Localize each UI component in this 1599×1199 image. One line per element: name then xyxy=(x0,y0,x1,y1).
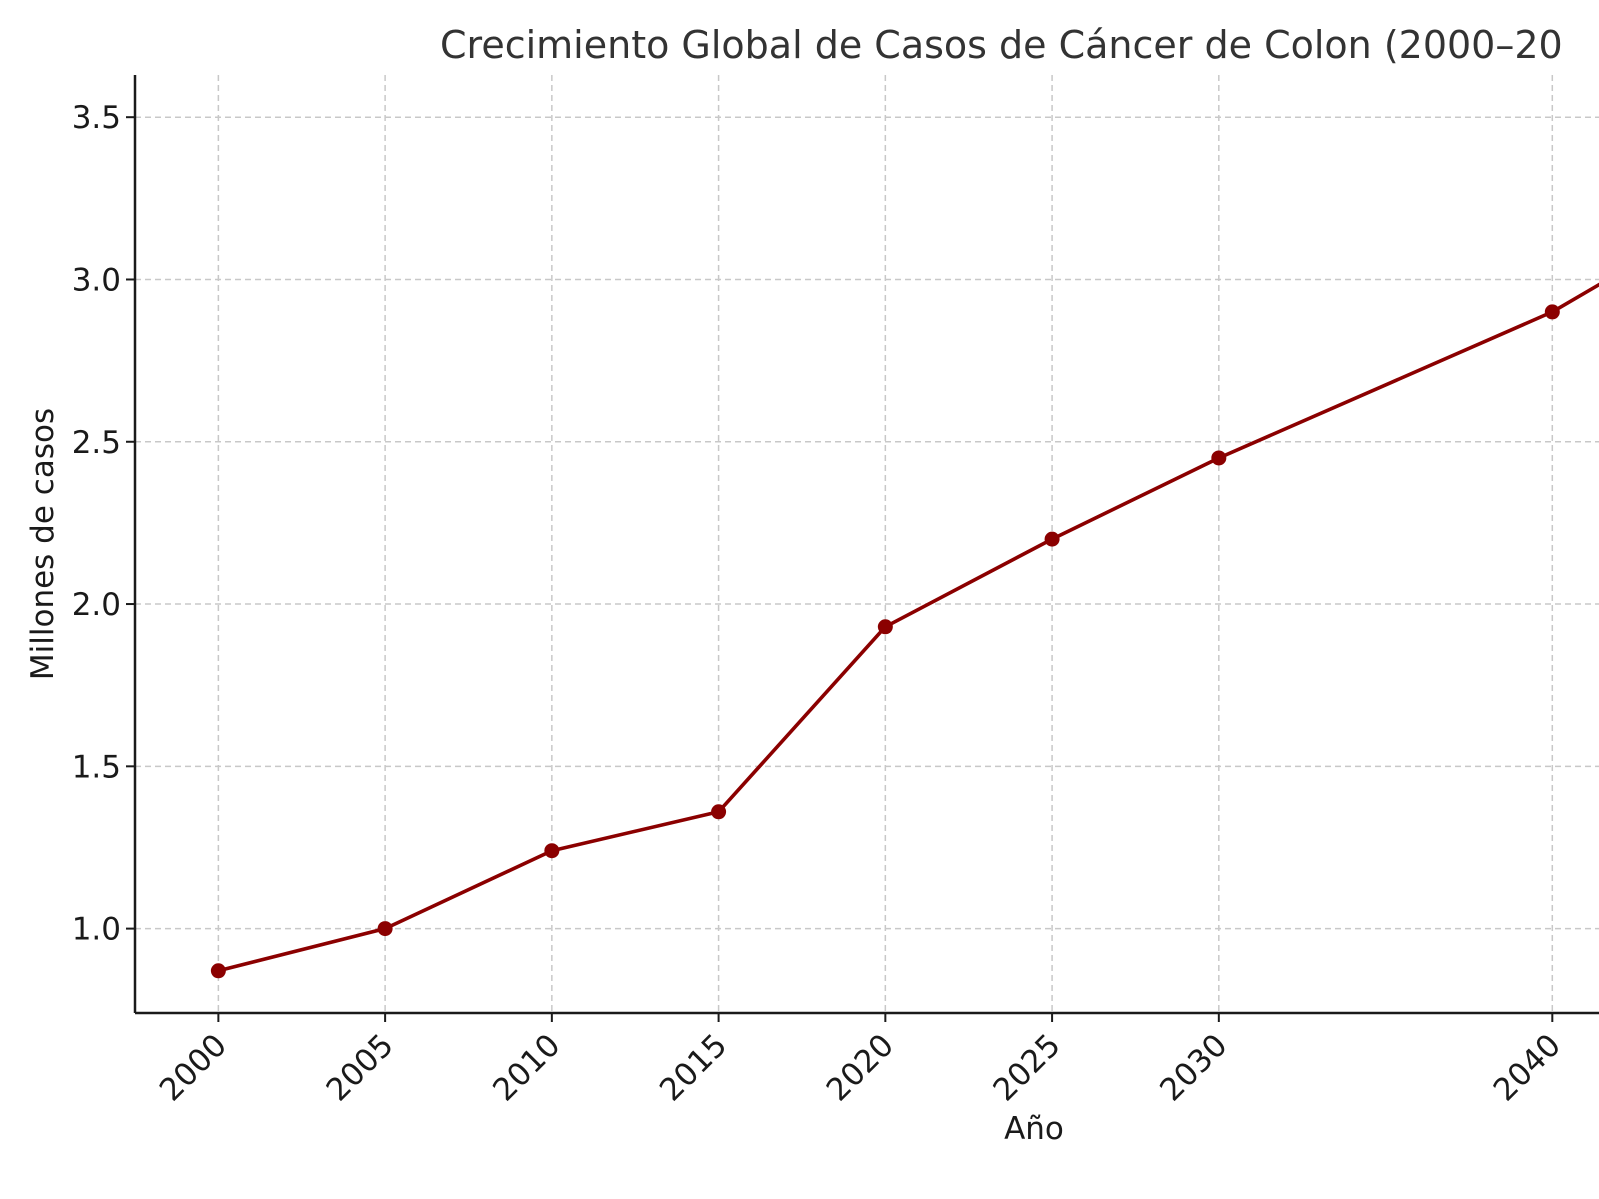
y-tick-label: 1.5 xyxy=(72,749,121,785)
y-axis-label: Millones de casos xyxy=(25,408,61,680)
data-point xyxy=(377,921,393,937)
data-point xyxy=(1544,304,1560,320)
y-tick-labels: 1.0 1.5 2.0 2.5 3.0 3.5 xyxy=(72,100,121,947)
data-point xyxy=(1211,450,1227,466)
y-tick-label: 3.0 xyxy=(72,262,121,298)
x-tick-label: 2005 xyxy=(320,1027,401,1108)
x-tick-label: 2010 xyxy=(486,1027,567,1108)
y-tick-label: 2.0 xyxy=(72,587,121,623)
chart-title: Crecimiento Global de Casos de Cáncer de… xyxy=(440,23,1563,67)
y-tick-label: 3.5 xyxy=(72,100,121,136)
series-line xyxy=(217,282,1599,973)
data-point xyxy=(711,804,727,820)
x-tick-label: 2000 xyxy=(153,1027,234,1108)
series xyxy=(210,282,1599,979)
data-point xyxy=(1044,531,1060,547)
x-tick-label: 2025 xyxy=(986,1027,1067,1108)
x-tick-labels: 2000 2005 2010 2015 2020 2025 2030 2040 xyxy=(153,1027,1568,1108)
data-point xyxy=(210,963,226,979)
axes xyxy=(126,75,1599,1022)
y-tick-label: 1.0 xyxy=(72,912,121,948)
x-tick-label: 2040 xyxy=(1487,1027,1568,1108)
data-point xyxy=(877,619,893,635)
x-tick-label: 2015 xyxy=(653,1027,734,1108)
data-point xyxy=(544,843,560,859)
x-axis-label: Año xyxy=(1004,1111,1064,1147)
x-tick-label: 2030 xyxy=(1153,1027,1234,1108)
y-tick-label: 2.5 xyxy=(72,425,121,461)
grid xyxy=(135,75,1599,1013)
x-tick-label: 2020 xyxy=(820,1027,901,1108)
